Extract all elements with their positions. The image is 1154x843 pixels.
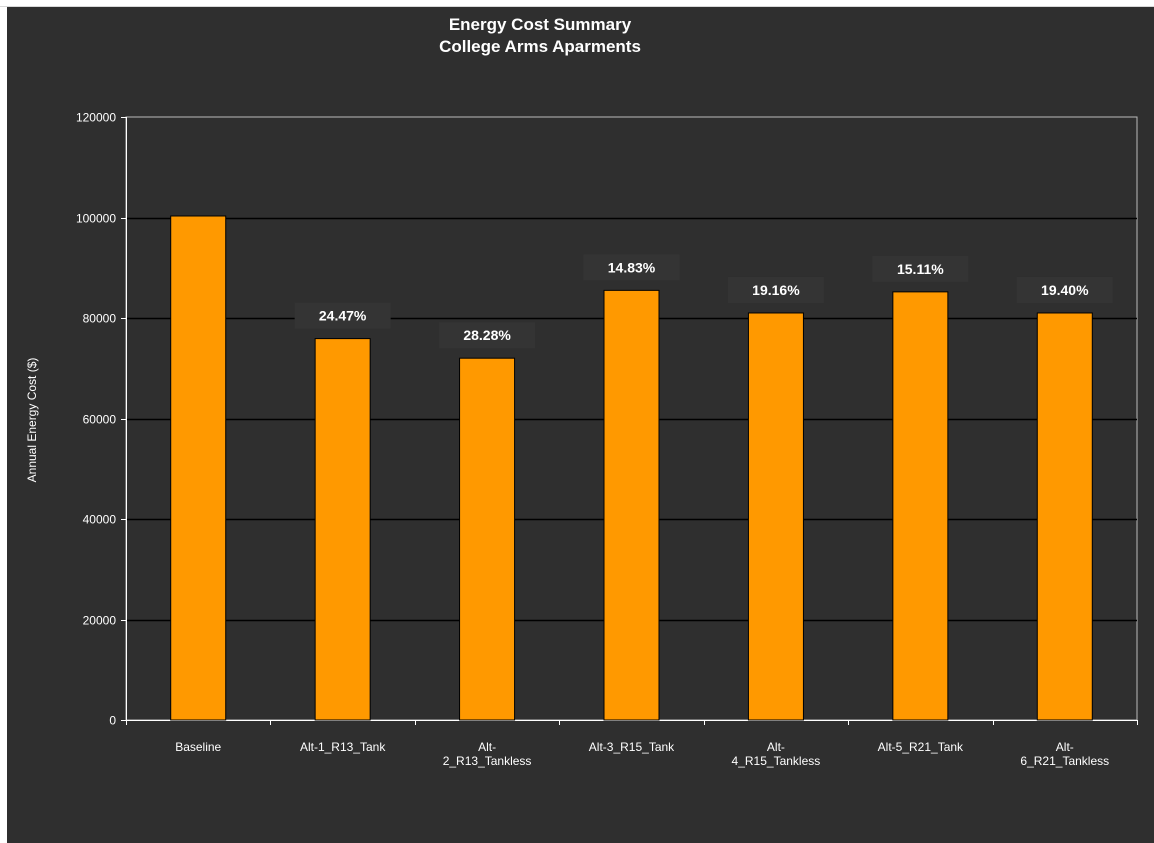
plot-layer: 0 20000 40000 60000 80000 100000 120000 Baselin… <box>76 111 1138 768</box>
data-label: 15.11% <box>897 261 944 277</box>
bar <box>1036 312 1093 721</box>
bar <box>747 312 804 721</box>
y-tick-label: 60000 <box>83 413 117 427</box>
data-label: 28.28% <box>463 327 511 343</box>
y-tick-label: 20000 <box>83 614 117 628</box>
x-category-label: Alt-3_R15_Tank <box>589 740 675 754</box>
x-category-label: Alt- <box>478 740 496 754</box>
data-label-background <box>583 254 680 281</box>
data-label-background <box>439 322 536 349</box>
data-label-background <box>1016 276 1113 303</box>
bar <box>459 357 516 721</box>
data-label-background <box>294 302 391 329</box>
y-tick-label: 80000 <box>83 312 117 326</box>
y-tick-label: 40000 <box>83 513 117 527</box>
y-tick-label: 120000 <box>76 111 116 125</box>
spreadsheet-grid-strip <box>0 0 1154 7</box>
x-category-label: 4_R15_Tankless <box>732 754 821 768</box>
y-tick-label: 100000 <box>76 212 116 226</box>
x-category-label: 6_R21_Tankless <box>1020 754 1109 768</box>
data-label-background <box>872 255 969 282</box>
data-label: 19.40% <box>1041 282 1089 298</box>
x-category-label: 2_R13_Tankless <box>443 754 532 768</box>
data-label: 19.16% <box>752 282 800 298</box>
bar-chart: Energy Cost Summary College Arms Aparmen… <box>25 15 1138 768</box>
x-category-label: Alt- <box>1056 740 1074 754</box>
chart-area[interactable]: Energy Cost Summary College Arms Aparmen… <box>7 7 1154 843</box>
y-axis-label: Annual Energy Cost ($) <box>25 358 39 483</box>
bar <box>603 289 660 721</box>
x-category-label: Alt- <box>767 740 785 754</box>
x-category-label: Baseline <box>175 740 221 754</box>
data-label: 14.83% <box>608 259 656 275</box>
data-label: 24.47% <box>319 308 367 324</box>
bar <box>314 338 371 721</box>
bar <box>170 215 227 721</box>
x-category-label: Alt-1_R13_Tank <box>300 740 386 754</box>
chart-title: Energy Cost Summary <box>449 15 632 34</box>
y-tick-label: 0 <box>109 714 116 728</box>
data-label-background <box>727 276 824 303</box>
chart-subtitle: College Arms Aparments <box>439 37 641 56</box>
bar <box>892 291 949 721</box>
x-category-label: Alt-5_R21_Tank <box>878 740 964 754</box>
